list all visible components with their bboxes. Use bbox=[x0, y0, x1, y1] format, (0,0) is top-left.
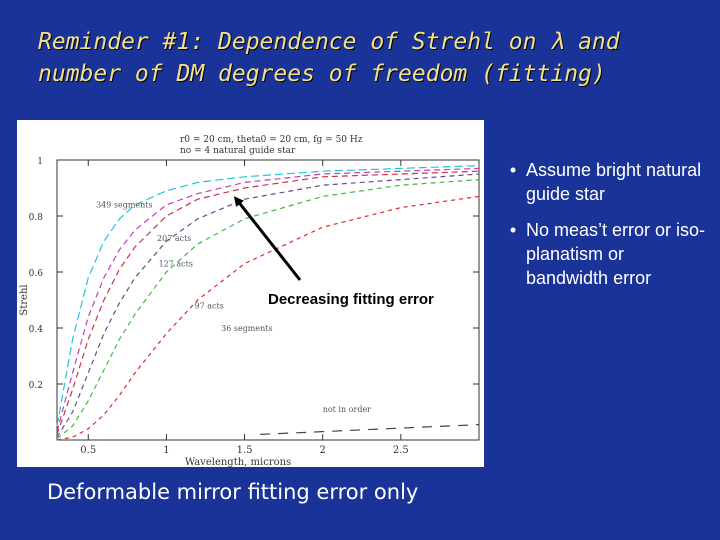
x-tick-label: 2.5 bbox=[393, 445, 409, 456]
series-line-1 bbox=[56, 165, 480, 427]
fitting-error-arrow bbox=[233, 196, 302, 281]
slide-title: Reminder #1: Dependence of Strehl on λ a… bbox=[38, 26, 698, 90]
chart-header-line: no = 4 natural guide star bbox=[180, 146, 296, 156]
title-line-1: Reminder #1: Dependence of Strehl on λ a… bbox=[38, 26, 698, 58]
strehl-plot: r0 = 20 cm, theta0 = 20 cm, fg = 50 Hz no… bbox=[17, 120, 484, 467]
bullet-dot: • bbox=[509, 220, 517, 240]
series-label: 97 acts bbox=[195, 301, 224, 310]
series-line-6 bbox=[56, 195, 480, 441]
y-tick-label: 0.6 bbox=[29, 269, 44, 279]
x-tick-label: 2 bbox=[320, 445, 326, 456]
strehl-chart-svg: r0 = 20 cm, theta0 = 20 cm, fg = 50 Hzno… bbox=[19, 135, 480, 467]
chart-header-line: r0 = 20 cm, theta0 = 20 cm, fg = 50 Hz bbox=[180, 135, 363, 145]
series-label: not in order bbox=[323, 405, 371, 414]
series-line-5 bbox=[56, 179, 480, 440]
lambda-symbol: λ bbox=[550, 29, 565, 55]
y-axis-label: Strehl bbox=[19, 284, 30, 315]
bullet-item: • Assume bright natural guide star bbox=[500, 158, 710, 206]
chart-series bbox=[56, 165, 480, 441]
y-tick-label: 0.8 bbox=[29, 213, 44, 223]
series-line-4 bbox=[56, 173, 480, 438]
chart-series-labels: 349 segments 207 acts 127 acts 97 acts 36 se… bbox=[96, 201, 371, 414]
bullet-item: • No meas’t error or iso-planatism or ba… bbox=[500, 218, 710, 290]
title-line-2: number of DM degrees of freedom (fitting… bbox=[38, 61, 606, 87]
bullet-list: • Assume bright natural guide star • No … bbox=[500, 158, 710, 302]
series-label: 207 acts bbox=[157, 234, 191, 243]
chart-annotation: Decreasing fitting error bbox=[233, 196, 434, 308]
series-line-2 bbox=[56, 167, 480, 432]
series-label: 127 acts bbox=[159, 259, 193, 268]
x-tick-label: 0.5 bbox=[80, 445, 96, 456]
y-tick-label: 0.2 bbox=[29, 381, 43, 391]
plot-caption: Deformable mirror fitting error only bbox=[47, 480, 419, 504]
y-tick-label: 0.4 bbox=[29, 325, 44, 335]
series-label: 36 segments bbox=[221, 324, 272, 333]
series-line-7 bbox=[260, 424, 480, 435]
title-line-1-text: Reminder #1: Dependence of Strehl on bbox=[38, 29, 551, 55]
x-tick-label: 1.5 bbox=[237, 445, 253, 456]
series-label: 349 segments bbox=[96, 201, 153, 210]
series-line-3 bbox=[56, 170, 480, 435]
bullet-dot: • bbox=[509, 160, 517, 180]
x-axis-label: Wavelength, microns bbox=[185, 457, 291, 467]
x-tick-label: 1 bbox=[163, 445, 169, 456]
arrow-label: Decreasing fitting error bbox=[268, 291, 434, 308]
chart-axes: r0 = 20 cm, theta0 = 20 cm, fg = 50 Hzno… bbox=[19, 135, 480, 467]
y-tick-label: 1 bbox=[37, 157, 43, 167]
plot-frame bbox=[56, 159, 480, 441]
bullet-text: Assume bright natural guide star bbox=[526, 160, 702, 204]
title-line-1-end: and bbox=[564, 29, 620, 55]
bullet-text: No meas’t error or iso-planatism or band… bbox=[526, 220, 706, 288]
